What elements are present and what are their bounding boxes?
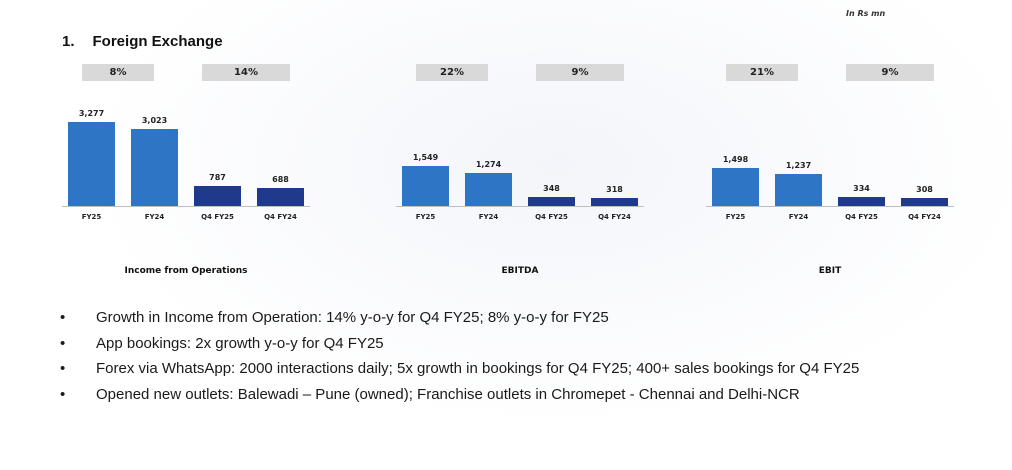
growth-quarter: 9% <box>536 64 624 81</box>
bullet-item: • Opened new outlets: Balewadi – Pune (ow… <box>60 385 800 403</box>
data-label: 334 <box>853 184 870 193</box>
x-tick-label: FY25 <box>725 213 746 221</box>
x-axis <box>62 206 310 207</box>
data-label: 318 <box>606 185 623 194</box>
bar-fy25 <box>712 168 759 206</box>
growth-quarter: 9% <box>846 64 934 81</box>
x-tick-label: FY25 <box>415 213 436 221</box>
chart-caption: EBITDA <box>501 266 539 276</box>
data-label: 1,549 <box>412 153 439 162</box>
data-label: 3,023 <box>141 116 168 125</box>
data-label: 1,498 <box>722 155 749 164</box>
data-label: 787 <box>209 173 226 182</box>
x-tick-label: Q4 FY24 <box>908 213 941 221</box>
bullet-item: • Forex via WhatsApp: 2000 interactions d… <box>60 360 860 377</box>
unit-note: In Rs mn <box>846 9 886 18</box>
x-axis <box>706 206 954 207</box>
section-title: Foreign Exchange <box>92 33 223 50</box>
x-tick-label: Q4 FY25 <box>535 213 568 221</box>
bar-q4-fy24 <box>257 188 304 206</box>
growth-annual: 8% <box>82 64 154 81</box>
chart-income-from-operations: 8% 14% 3,277 FY25 3,023 FY24 787 Q4 FY25 688 Q4 F… <box>62 56 312 286</box>
bar-fy25 <box>402 166 449 206</box>
data-label: 3,277 <box>78 109 105 118</box>
data-label: 688 <box>272 175 289 184</box>
data-label: 1,237 <box>785 161 812 170</box>
bar-fy24 <box>465 173 512 206</box>
chart-ebitda: 22% 9% 1,549 FY25 1,274 FY24 348 Q4 FY25 318 Q4 F… <box>396 56 646 286</box>
bar-fy24 <box>131 129 178 206</box>
x-tick-label: Q4 FY24 <box>598 213 631 221</box>
x-tick-label: Q4 FY25 <box>845 213 878 221</box>
data-label: 348 <box>543 184 560 193</box>
bar-q4-fy25 <box>838 197 885 206</box>
x-axis <box>396 206 644 207</box>
bar-q4-fy24 <box>901 198 948 206</box>
bar-q4-fy25 <box>528 197 575 206</box>
growth-annual: 21% <box>726 64 798 81</box>
chart-caption: EBIT <box>818 266 842 276</box>
data-label: 1,274 <box>475 160 502 169</box>
x-tick-label: FY25 <box>81 213 102 221</box>
bullet-item: • Growth in Income from Operation: 14% y-… <box>60 309 609 326</box>
data-label: 308 <box>916 185 933 194</box>
growth-annual: 22% <box>416 64 488 81</box>
x-tick-label: Q4 FY25 <box>201 213 234 221</box>
x-tick-label: FY24 <box>478 213 499 221</box>
growth-quarter: 14% <box>202 64 290 81</box>
bar-fy25 <box>68 122 115 206</box>
bar-q4-fy24 <box>591 198 638 206</box>
bullet-item: • App bookings: 2x growth y-o-y for Q4 FY… <box>60 334 384 352</box>
chart-ebit: 21% 9% 1,498 FY25 1,237 FY24 334 Q4 FY25 308 Q4 F… <box>706 56 956 286</box>
chart-caption: Income from Operations <box>124 266 248 276</box>
section-number: 1. <box>62 33 75 50</box>
section-heading: 1. Foreign Exchange <box>62 33 223 50</box>
bar-q4-fy25 <box>194 186 241 206</box>
x-tick-label: FY24 <box>788 213 809 221</box>
bar-fy24 <box>775 174 822 206</box>
x-tick-label: Q4 FY24 <box>264 213 297 221</box>
bullet-list: • Growth in Income from Operation: 14% y-… <box>56 307 976 409</box>
x-tick-label: FY24 <box>144 213 165 221</box>
